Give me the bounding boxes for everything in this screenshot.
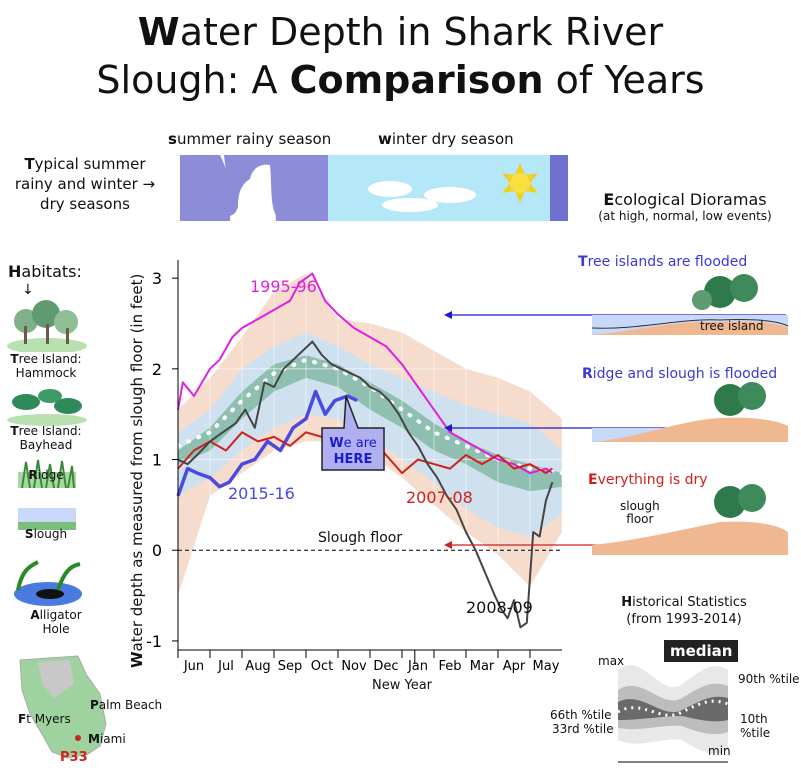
y-tick-label: -1 xyxy=(146,632,162,651)
slough-icon xyxy=(18,508,76,530)
series-line-2015-16 xyxy=(176,389,358,497)
map-label-station: P33 xyxy=(60,750,88,765)
title-line1: ater Depth in Shark River xyxy=(179,10,664,54)
diorama-low-label: Everything is dry xyxy=(588,472,708,488)
page-title: Water Depth in Shark River Slough: A Com… xyxy=(0,8,801,104)
axes: -1 0 1 2 3 Jun Jul Aug Sep Oct Nov Dec Jan Feb Mar Apr M… xyxy=(146,260,562,674)
month-label: Aug xyxy=(245,659,270,674)
title-line2-b: of Years xyxy=(543,58,705,102)
arrow-down-icon: ↓ xyxy=(22,282,34,298)
we-are-here-text: We are HERE xyxy=(329,436,377,467)
diorama-high-label: Tree islands are flooded xyxy=(578,254,748,270)
gridlines xyxy=(177,260,563,650)
diorama-normal-label: Ridge and slough is flooded xyxy=(582,366,778,382)
map-label-miami: Miami xyxy=(88,732,126,746)
month-label: Jan xyxy=(407,659,428,674)
month-label: Feb xyxy=(438,659,461,674)
stats-p33-label: 33rd %tile xyxy=(552,722,614,736)
ridge-icon xyxy=(18,459,76,488)
title-bold-word: Comparison xyxy=(289,58,544,102)
series-line-2008-09 xyxy=(177,340,554,629)
stats-legend-heading: Historical Statistics (from 1993-2014) xyxy=(621,595,747,627)
month-label: Jul xyxy=(217,659,234,674)
series-line-1995-96 xyxy=(177,272,553,475)
series-label-1995-96: 1995-96 xyxy=(250,277,317,296)
cloud-icon xyxy=(368,181,476,212)
month-label: Nov xyxy=(341,659,367,674)
title-line2-a: Slough: A xyxy=(96,58,290,102)
series-label-2015-16: 2015-16 xyxy=(228,484,295,503)
habitats-heading: Habitats: xyxy=(8,262,82,281)
tree-island-label: tree island xyxy=(700,319,764,333)
winter-label: winter dry season xyxy=(378,130,514,148)
map-label-palm-beach: Palm Beach xyxy=(90,698,163,712)
habitat-ridge-label: Ridge xyxy=(28,468,64,482)
sun-icon xyxy=(502,163,538,203)
y-tick-label: 2 xyxy=(152,360,162,379)
slough-floor-callout: slough floor xyxy=(620,499,660,526)
y-axis-label: Water depth as measured from slough floo… xyxy=(128,273,146,668)
month-label: Mar xyxy=(470,659,495,674)
x-axis-label: New Year xyxy=(372,678,433,693)
series-label-2007-08: 2007-08 xyxy=(406,488,473,507)
y-tick-label: 0 xyxy=(152,541,162,560)
slough-floor-label: Slough floor xyxy=(318,530,403,546)
stats-p10-label: 10th %tile xyxy=(740,712,771,740)
month-label: May xyxy=(533,659,560,674)
series-lines xyxy=(176,272,554,629)
habitat-slough-label: Slough xyxy=(24,527,68,541)
stats-min-label: min xyxy=(708,744,731,758)
habitat-hammock-label: Tree Island: Hammock xyxy=(10,352,82,380)
month-label: Dec xyxy=(373,659,398,674)
summer-label: summer rainy season xyxy=(168,130,332,148)
we-are-here-callout xyxy=(321,395,385,471)
diorama-illustrations xyxy=(444,274,789,555)
habitat-bayhead-label: Tree Island: Bayhead xyxy=(10,424,82,452)
alligator-hole-icon xyxy=(14,560,82,606)
y-tick-label: 3 xyxy=(152,269,162,288)
stats-max-label: max xyxy=(598,654,625,668)
dioramas-heading: Ecological Dioramas (at high, normal, lo… xyxy=(598,190,772,223)
stats-legend-graphic xyxy=(617,665,729,763)
arrow-right-icon: → xyxy=(142,175,156,193)
month-label: Sep xyxy=(278,659,303,674)
season-strip xyxy=(180,155,568,221)
series-label-2008-09: 2008-09 xyxy=(466,598,533,617)
month-label: Oct xyxy=(311,659,333,674)
map-label-ft-myers: Ft Myers xyxy=(18,712,71,726)
typical-seasons-label: Typical summer rainy and winter → dry se… xyxy=(14,155,156,213)
stats-p66-label: 66th %tile xyxy=(550,708,612,722)
month-label: Apr xyxy=(503,659,526,674)
habitat-alligator-hole-label: Alligator Hole xyxy=(30,608,82,636)
hammock-icon xyxy=(7,300,87,352)
bayhead-icon xyxy=(7,389,87,426)
title-initial: W xyxy=(137,10,180,54)
month-label: Jun xyxy=(183,659,204,674)
y-tick-label: 1 xyxy=(152,451,162,470)
florida-map xyxy=(8,654,158,764)
stats-median-label: median xyxy=(664,640,739,662)
stats-p90-label: 90th %tile xyxy=(738,672,800,686)
